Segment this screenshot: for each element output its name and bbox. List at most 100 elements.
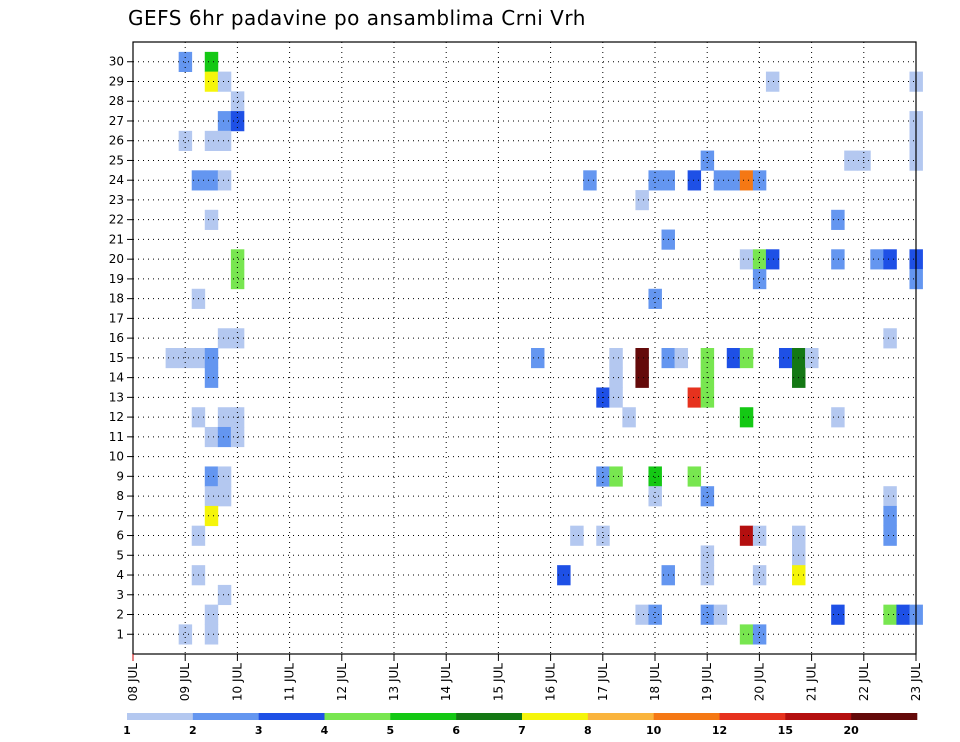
heatmap-cell [883, 525, 897, 546]
x-tick-label: 12 JUL [335, 663, 349, 701]
legend-swatch [192, 713, 259, 720]
heatmap-cell [831, 604, 845, 625]
heatmap-cell [230, 249, 245, 270]
y-tick-label: 22 [109, 213, 124, 227]
heatmap-cell [752, 249, 767, 270]
heatmap-cell [752, 170, 767, 191]
heatmap-cell [752, 565, 767, 586]
heatmap-cell [217, 407, 232, 428]
heatmap-cell [570, 525, 584, 546]
heatmap-cell [635, 190, 649, 211]
x-tick-label: 20 JUL [752, 663, 766, 701]
legend-swatch [653, 713, 720, 720]
x-tick-label: 13 JUL [387, 663, 401, 701]
heatmap-cell [165, 348, 180, 369]
heatmap-cell [831, 209, 845, 230]
y-tick-label: 20 [109, 252, 124, 266]
y-tick-label: 10 [109, 450, 124, 464]
y-tick-label: 6 [116, 529, 124, 543]
heatmap-cell [687, 466, 702, 487]
heatmap-cell [204, 209, 219, 230]
y-tick-label: 21 [109, 232, 124, 246]
heatmap-cell [609, 466, 623, 487]
heatmap-cell [700, 545, 715, 566]
y-tick-label: 27 [109, 114, 124, 128]
heatmap-cell [178, 51, 193, 73]
y-tick-label: 23 [109, 193, 124, 207]
heatmap-cell [609, 367, 623, 388]
heatmap-cell [204, 130, 219, 151]
y-tick-label: 26 [109, 134, 124, 148]
y-tick-label: 9 [116, 469, 124, 483]
heatmap-cell [217, 328, 232, 349]
y-tick-label: 11 [109, 430, 124, 444]
heatmap-cell [204, 426, 219, 448]
heatmap-cell [204, 604, 219, 625]
y-tick-label: 4 [116, 568, 124, 582]
heatmap-cell [700, 565, 715, 586]
heatmap-cell [583, 170, 597, 191]
y-tick-label: 17 [109, 311, 124, 325]
heatmap-cell [217, 71, 232, 92]
y-tick-label: 30 [109, 55, 124, 69]
heatmap-cell [752, 525, 767, 546]
heatmap-cell [230, 328, 245, 349]
y-tick-label: 8 [116, 489, 124, 503]
legend-swatch [785, 713, 852, 720]
y-tick-label: 18 [109, 292, 124, 306]
chart-title: GEFS 6hr padavine po ansamblima Crni Vrh [128, 6, 586, 30]
legend-swatch [324, 713, 391, 720]
heatmap-cell [883, 505, 897, 527]
heatmap-cell [778, 348, 793, 369]
heatmap-cell [217, 466, 232, 487]
legend-swatch [390, 713, 457, 720]
heatmap-cell [765, 71, 780, 92]
heatmap-cell [609, 387, 623, 408]
x-tick-label: 11 JUL [283, 663, 297, 701]
heatmap-cell [178, 624, 193, 645]
heatmap-cell [648, 170, 662, 191]
heatmap-cell [700, 604, 715, 625]
heatmap-cell [844, 150, 858, 171]
y-tick-label: 3 [116, 588, 124, 602]
heatmap-cell [648, 604, 662, 625]
heatmap-cell [700, 150, 715, 171]
y-tick-label: 24 [109, 173, 124, 187]
legend-label: 4 [321, 724, 329, 737]
heatmap-cell [622, 407, 636, 428]
heatmap-cell [883, 604, 897, 625]
heatmap-cell [204, 71, 219, 92]
heatmap-cell [217, 584, 232, 606]
heatmap-cell [648, 486, 662, 507]
legend-label: 2 [189, 724, 197, 737]
legend-swatch [719, 713, 786, 720]
legend-swatch [851, 713, 918, 720]
y-tick-label: 2 [116, 608, 124, 622]
heatmap-cell [883, 328, 897, 349]
heatmap-cell [230, 269, 245, 290]
heatmap-cell [739, 525, 754, 546]
heatmap-cell [687, 387, 702, 408]
legend-swatch [522, 713, 589, 720]
y-tick-label: 1 [116, 627, 124, 641]
heatmap-cell [204, 505, 219, 527]
heatmap-cell [752, 624, 767, 645]
heatmap-cell [178, 348, 193, 369]
y-tick-label: 16 [109, 331, 124, 345]
heatmap-cell [217, 130, 232, 151]
legend-label: 7 [518, 724, 526, 737]
heatmap-cell [883, 486, 897, 507]
heatmap-cell [739, 624, 754, 645]
heatmap-cell [805, 348, 819, 369]
heatmap-cell [739, 249, 754, 270]
legend-label: 12 [712, 724, 727, 737]
y-tick-label: 12 [109, 410, 124, 424]
x-tick-label: 15 JUL [491, 663, 505, 701]
heatmap-cell [204, 367, 219, 388]
x-tick-label: 23 JUL [909, 663, 923, 701]
heatmap-cell [230, 91, 245, 112]
plot-frame [132, 41, 917, 655]
heatmap-cell [752, 269, 767, 290]
x-tick-label: 09 JUL [178, 663, 192, 701]
